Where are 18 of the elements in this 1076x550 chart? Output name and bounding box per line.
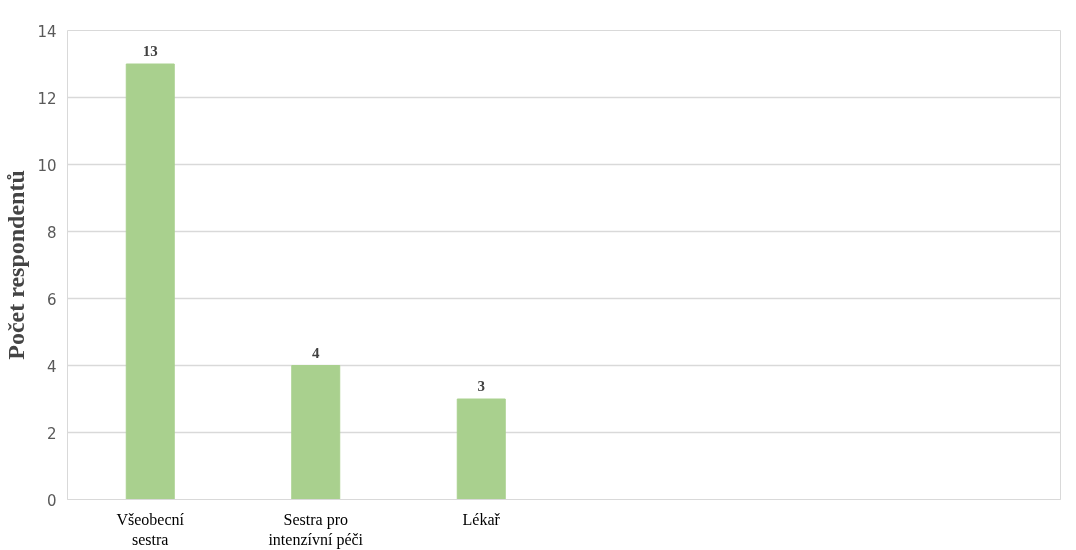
y-tick-label: 8 [46,223,57,242]
y-tick-label: 14 [37,22,57,41]
y-tick-label: 12 [37,89,57,108]
y-axis-title: Počet respondentů [3,170,30,360]
y-tick-label: 2 [46,424,57,443]
y-tick-label: 4 [46,357,57,376]
y-tick-label: 10 [37,156,57,175]
bar [125,63,175,500]
y-tick-label: 0 [46,491,57,510]
x-tick-label: Sestra pro intenzívní péči [268,510,364,549]
y-tick-label: 6 [46,290,57,309]
data-label: 4 [312,344,320,361]
x-tick-label: Všeobecní sestra [116,510,185,548]
x-tick-label: Lékař [462,510,501,528]
data-label: 13 [142,43,158,59]
data-label: 3 [477,378,485,394]
bar [456,398,506,500]
bar [291,365,341,500]
